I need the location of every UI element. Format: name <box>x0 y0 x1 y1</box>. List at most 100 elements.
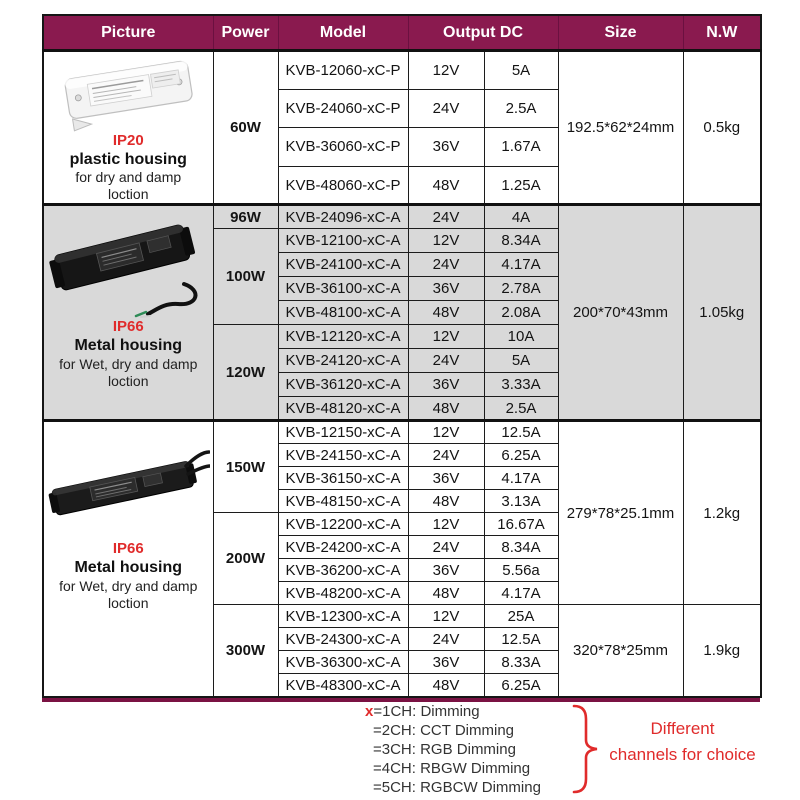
picture-cell: IP20 plastic housing for dry and damp lo… <box>42 49 214 206</box>
ip-rating: IP66 <box>112 540 144 558</box>
nw-cell: 1.05kg <box>682 204 762 422</box>
model-cell: KVB-48120-xC-A <box>277 396 409 422</box>
current-cell: 5A <box>483 348 559 374</box>
location-line-2: loction <box>108 372 149 389</box>
current-cell: 10A <box>483 324 559 350</box>
legend-line-1: x=1CH: Dimming <box>365 703 480 720</box>
product-spec-table: Picture Power Model Output DC Size N.W <box>42 14 763 698</box>
model-cell: KVB-36120-xC-A <box>277 372 409 398</box>
size-cell: 192.5*62*24mm <box>557 49 684 206</box>
current-cell: 2.5A <box>483 88 559 129</box>
channels-note: Different channels for choice <box>585 716 780 768</box>
housing-type: plastic housing <box>69 151 187 168</box>
model-cell: KVB-24060-xC-P <box>277 88 409 129</box>
voltage-cell: 24V <box>407 535 485 560</box>
product-image-metal-driver-icon <box>49 224 198 319</box>
header-power: Power <box>212 14 279 52</box>
model-cell: KVB-12200-xC-A <box>277 512 409 537</box>
legend-line-3: =3CH: RGB Dimming <box>373 741 516 758</box>
voltage-cell: 48V <box>407 673 485 698</box>
location-line-1: for dry and damp <box>75 169 182 186</box>
nw-cell: 0.5kg <box>682 49 762 206</box>
model-cell: KVB-24150-xC-A <box>277 443 409 468</box>
model-cell: KVB-24096-xC-A <box>277 204 409 230</box>
header-nw: N.W <box>682 14 762 52</box>
header-size: Size <box>557 14 684 52</box>
size-cell: 320*78*25mm <box>557 604 684 698</box>
power-cell: 100W <box>212 228 279 326</box>
section-96w-120w: IP66 Metal housing for Wet, dry and damp… <box>42 204 762 422</box>
current-cell: 2.78A <box>483 276 559 302</box>
picture-cell: IP66 Metal housing for Wet, dry and damp… <box>42 420 214 698</box>
model-cell: KVB-12060-xC-P <box>277 50 409 90</box>
voltage-cell: 12V <box>407 50 485 90</box>
current-cell: 25A <box>483 604 559 629</box>
size-cell: 279*78*25.1mm <box>557 420 684 606</box>
current-cell: 4.17A <box>483 466 559 491</box>
current-cell: 3.13A <box>483 489 559 514</box>
legend-line-4: =4CH: RBGW Dimming <box>373 760 531 777</box>
power-cell: 200W <box>212 512 279 606</box>
current-cell: 8.34A <box>483 228 559 254</box>
size-cell: 200*70*43mm <box>557 204 684 422</box>
header-output-dc: Output DC <box>407 14 559 52</box>
voltage-cell: 24V <box>407 252 485 278</box>
power-cell: 60W <box>212 49 279 206</box>
ip-rating: IP20 <box>112 132 144 149</box>
nw-cell: 1.2kg <box>682 420 762 606</box>
nw-cell: 1.9kg <box>682 604 762 698</box>
voltage-cell: 12V <box>407 420 485 445</box>
power-cell: 150W <box>212 420 279 514</box>
voltage-cell: 36V <box>407 372 485 398</box>
current-cell: 3.33A <box>483 372 559 398</box>
model-cell: KVB-12100-xC-A <box>277 228 409 254</box>
model-cell: KVB-48060-xC-P <box>277 165 409 206</box>
table-bottom-accent-bar <box>42 697 760 702</box>
voltage-cell: 12V <box>407 512 485 537</box>
legend-line-5: =5CH: RGBCW Dimming <box>373 779 541 796</box>
current-cell: 12.5A <box>483 627 559 652</box>
voltage-cell: 36V <box>407 276 485 302</box>
voltage-cell: 36V <box>407 558 485 583</box>
header-model: Model <box>277 14 409 52</box>
model-cell: KVB-48150-xC-A <box>277 489 409 514</box>
model-cell: KVB-24120-xC-A <box>277 348 409 374</box>
voltage-cell: 36V <box>407 466 485 491</box>
model-cell: KVB-36100-xC-A <box>277 276 409 302</box>
current-cell: 5A <box>483 50 559 90</box>
voltage-cell: 48V <box>407 489 485 514</box>
voltage-cell: 48V <box>407 581 485 606</box>
curly-brace-icon <box>572 704 598 794</box>
power-cell: 96W <box>212 204 279 230</box>
model-cell: KVB-12300-xC-A <box>277 604 409 629</box>
location-line-2: loction <box>108 594 149 611</box>
voltage-cell: 12V <box>407 604 485 629</box>
voltage-cell: 24V <box>407 348 485 374</box>
current-cell: 4.17A <box>483 252 559 278</box>
model-cell: KVB-12150-xC-A <box>277 420 409 445</box>
product-image-long-metal-driver-icon <box>48 450 211 516</box>
model-cell: KVB-36300-xC-A <box>277 650 409 675</box>
current-cell: 2.5A <box>483 396 559 422</box>
product-image-plastic-driver-icon <box>64 60 193 132</box>
legend-line-2: =2CH: CCT Dimming <box>373 722 514 739</box>
current-cell: 5.56a <box>483 558 559 583</box>
section-60w: IP20 plastic housing for dry and damp lo… <box>42 49 762 206</box>
voltage-cell: 48V <box>407 300 485 326</box>
voltage-cell: 24V <box>407 88 485 129</box>
voltage-cell: 48V <box>407 396 485 422</box>
voltage-cell: 48V <box>407 165 485 206</box>
current-cell: 8.33A <box>483 650 559 675</box>
ip-rating: IP66 <box>112 318 144 336</box>
model-cell: KVB-12120-xC-A <box>277 324 409 350</box>
model-cell: KVB-48300-xC-A <box>277 673 409 698</box>
voltage-cell: 12V <box>407 228 485 254</box>
voltage-cell: 12V <box>407 324 485 350</box>
voltage-cell: 36V <box>407 650 485 675</box>
section-150w-300w: IP66 Metal housing for Wet, dry and damp… <box>42 420 762 698</box>
power-cell: 120W <box>212 324 279 422</box>
table-header: Picture Power Model Output DC Size N.W <box>42 14 762 52</box>
current-cell: 4.17A <box>483 581 559 606</box>
model-cell: KVB-24100-xC-A <box>277 252 409 278</box>
